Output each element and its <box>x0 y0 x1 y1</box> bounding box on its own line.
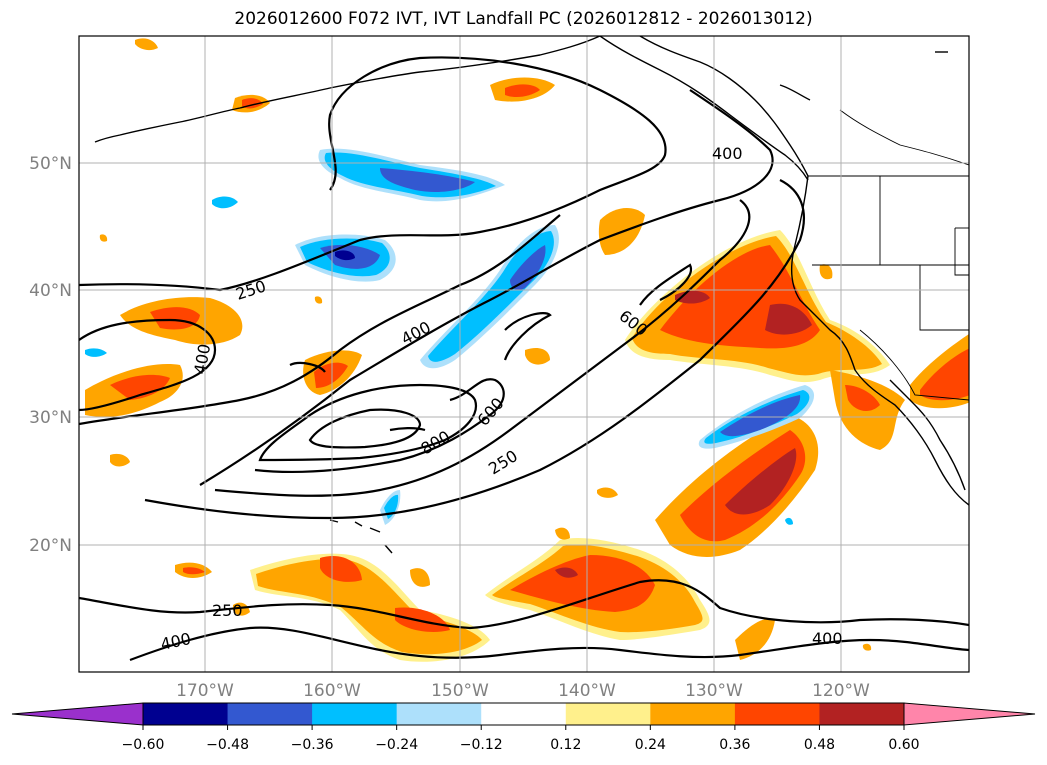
colorbar-swatch <box>312 703 398 725</box>
lon-label: 140°W <box>558 681 616 701</box>
contour-label: 250 <box>212 601 243 620</box>
colorbar-tick-label: −0.12 <box>460 737 503 753</box>
colorbar-tick-label: 0.24 <box>635 737 666 753</box>
colorbar-extend-high <box>903 702 1036 726</box>
lat-label: 50°N <box>29 154 72 174</box>
colorbar-tick-label: 0.12 <box>550 737 581 753</box>
colorbar-extend-low <box>11 702 144 726</box>
longitude-labels: 170°W 160°W 150°W 140°W 130°W 120°W <box>176 681 870 701</box>
colorbar: −0.60 −0.48 −0.36 −0.24 −0.12 0.12 0.24 0.36 0.4… <box>11 702 1036 753</box>
graticule <box>79 36 969 672</box>
colorbar-swatch <box>819 703 905 725</box>
contour-label: 250 <box>233 276 268 304</box>
lat-label: 40°N <box>29 281 72 301</box>
colorbar-swatch <box>227 703 313 725</box>
colorbar-swatch <box>396 703 482 725</box>
state-borders <box>808 109 969 401</box>
contour-label: 400 <box>712 144 743 163</box>
lon-label: 120°W <box>812 681 870 701</box>
lon-label: 160°W <box>303 681 361 701</box>
contour-label: 400 <box>812 629 843 648</box>
lon-label: 130°W <box>685 681 743 701</box>
colorbar-swatch <box>734 703 820 725</box>
latitude-labels: 50°N 40°N 30°N 20°N <box>29 154 72 556</box>
colorbar-swatch <box>650 703 736 725</box>
lon-label: 150°W <box>431 681 489 701</box>
lat-label: 20°N <box>29 536 72 556</box>
colorbar-swatch <box>143 703 229 725</box>
colorbar-tick-label: −0.48 <box>206 737 249 753</box>
lat-label: 30°N <box>29 408 72 428</box>
contour-label: 400 <box>159 629 193 654</box>
colorbar-frame <box>142 702 905 726</box>
ivt-contours <box>79 56 969 662</box>
coastlines <box>94 36 969 506</box>
contour-label: 400 <box>190 342 214 375</box>
islands <box>329 51 948 554</box>
contour-label: 400 <box>398 317 434 348</box>
colorbar-swatch <box>565 703 651 725</box>
map-title: 2026012600 F072 IVT, IVT Landfall PC (20… <box>234 9 813 29</box>
colorbar-tick-label: −0.36 <box>291 737 334 753</box>
contour-label: 250 <box>485 446 521 478</box>
colorbar-tick-label: 0.60 <box>888 737 919 753</box>
colorbar-tick-label: 0.48 <box>804 737 835 753</box>
colorbar-tick-label: 0.36 <box>719 737 750 753</box>
colorbar-tick-label: −0.24 <box>375 737 418 753</box>
lon-label: 170°W <box>176 681 234 701</box>
colorbar-tick-label: −0.60 <box>122 737 165 753</box>
map-frame <box>78 35 970 673</box>
map-content: 400 250 400 400 600 600 800 250 250 400 … <box>79 36 969 672</box>
colorbar-swatch <box>481 703 567 725</box>
